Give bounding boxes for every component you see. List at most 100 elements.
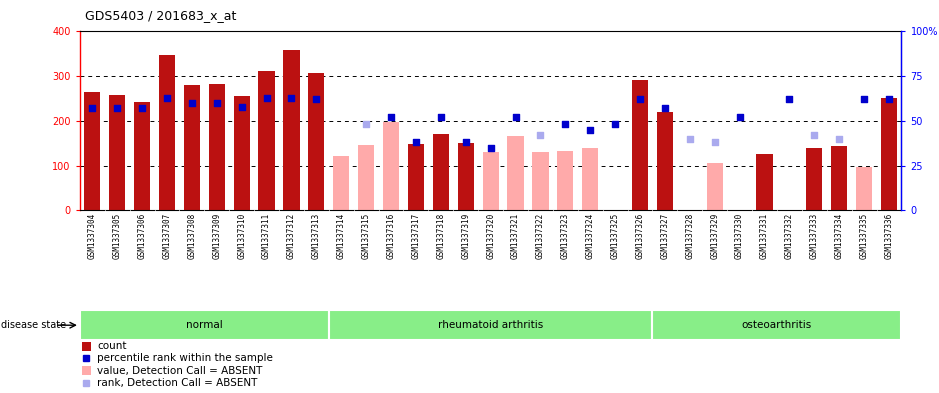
Text: GSM1337324: GSM1337324 (586, 213, 594, 259)
Point (683, 136, 698, 142)
Bar (757, 154, 773, 210)
Bar (557, 151, 574, 210)
Bar (707, 163, 723, 210)
Bar (85, 92, 100, 210)
Text: GSM1337318: GSM1337318 (437, 213, 445, 259)
Bar (258, 71, 274, 210)
Point (633, 96, 648, 103)
Text: GSM1337311: GSM1337311 (262, 213, 271, 259)
Bar (433, 134, 449, 210)
Bar (134, 102, 150, 210)
Point (433, 114, 448, 120)
Text: GSM1337327: GSM1337327 (660, 213, 670, 259)
Point (234, 103, 249, 110)
Point (259, 94, 274, 101)
Bar (82, 342, 91, 351)
Point (583, 127, 598, 133)
Text: GSM1337333: GSM1337333 (809, 213, 819, 259)
Text: GSM1337313: GSM1337313 (312, 213, 321, 259)
Text: GSM1337328: GSM1337328 (685, 213, 694, 259)
Bar (358, 145, 375, 210)
Bar (656, 112, 673, 210)
Text: count: count (97, 341, 127, 351)
Text: GSM1337331: GSM1337331 (760, 213, 769, 259)
Text: GSM1337316: GSM1337316 (387, 213, 395, 259)
Text: rank, Detection Call = ABSENT: rank, Detection Call = ABSENT (97, 378, 257, 388)
Point (184, 100, 199, 106)
Bar (80, 310, 329, 340)
Text: GSM1337319: GSM1337319 (461, 213, 470, 259)
Text: GSM1337330: GSM1337330 (735, 213, 744, 259)
Bar (109, 95, 125, 210)
Text: GSM1337314: GSM1337314 (337, 213, 346, 259)
Bar (632, 80, 648, 210)
Point (309, 96, 324, 103)
Bar (457, 143, 474, 210)
Text: GSM1337334: GSM1337334 (835, 213, 844, 259)
Point (284, 94, 299, 101)
Bar (284, 50, 300, 210)
Point (533, 132, 548, 138)
Bar (329, 310, 653, 340)
Point (359, 121, 374, 128)
Point (782, 96, 797, 103)
Text: rheumatoid arthritis: rheumatoid arthritis (438, 320, 544, 330)
Text: GSM1337329: GSM1337329 (710, 213, 719, 259)
Point (209, 100, 224, 106)
Bar (159, 55, 175, 210)
Bar (653, 310, 901, 340)
Point (383, 114, 398, 120)
Point (856, 96, 871, 103)
Bar (582, 148, 598, 210)
Text: GSM1337304: GSM1337304 (87, 213, 97, 259)
Point (408, 139, 423, 145)
Bar (308, 73, 325, 210)
Text: GSM1337307: GSM1337307 (162, 213, 172, 259)
Text: GSM1337305: GSM1337305 (113, 213, 122, 259)
Text: GSM1337321: GSM1337321 (511, 213, 520, 259)
Text: GSM1337306: GSM1337306 (137, 213, 146, 259)
Text: osteoarthritis: osteoarthritis (742, 320, 812, 330)
Point (732, 114, 747, 120)
Text: GSM1337326: GSM1337326 (636, 213, 644, 259)
Bar (383, 122, 399, 210)
Bar (408, 144, 424, 210)
Bar (831, 146, 847, 210)
Text: GSM1337336: GSM1337336 (885, 213, 894, 259)
Point (110, 105, 125, 112)
Bar (507, 136, 524, 210)
Point (85, 105, 100, 112)
Text: GSM1337335: GSM1337335 (859, 213, 869, 259)
Bar (234, 96, 250, 210)
Point (608, 121, 623, 128)
Text: GSM1337312: GSM1337312 (287, 213, 296, 259)
Bar (483, 152, 499, 210)
Point (807, 132, 822, 138)
Point (657, 105, 672, 112)
Text: GSM1337322: GSM1337322 (536, 213, 545, 259)
Bar (208, 84, 224, 210)
Text: disease state: disease state (1, 320, 66, 330)
Point (832, 136, 847, 142)
Point (508, 114, 523, 120)
Text: GSM1337325: GSM1337325 (610, 213, 620, 259)
Text: GSM1337315: GSM1337315 (362, 213, 371, 259)
Text: percentile rank within the sample: percentile rank within the sample (97, 353, 273, 363)
Point (160, 94, 175, 101)
Text: normal: normal (186, 320, 223, 330)
Point (458, 139, 473, 145)
Bar (184, 84, 200, 210)
Point (882, 96, 897, 103)
Text: GSM1337317: GSM1337317 (411, 213, 421, 259)
Text: GSM1337309: GSM1337309 (212, 213, 222, 259)
Text: GDS5403 / 201683_x_at: GDS5403 / 201683_x_at (85, 9, 236, 22)
Point (134, 105, 149, 112)
Bar (532, 152, 548, 210)
Text: GSM1337323: GSM1337323 (561, 213, 570, 259)
Text: GSM1337308: GSM1337308 (188, 213, 196, 259)
Point (707, 139, 722, 145)
Text: GSM1337332: GSM1337332 (785, 213, 793, 259)
Bar (856, 167, 872, 210)
Point (483, 145, 498, 151)
Text: GSM1337310: GSM1337310 (238, 213, 246, 259)
